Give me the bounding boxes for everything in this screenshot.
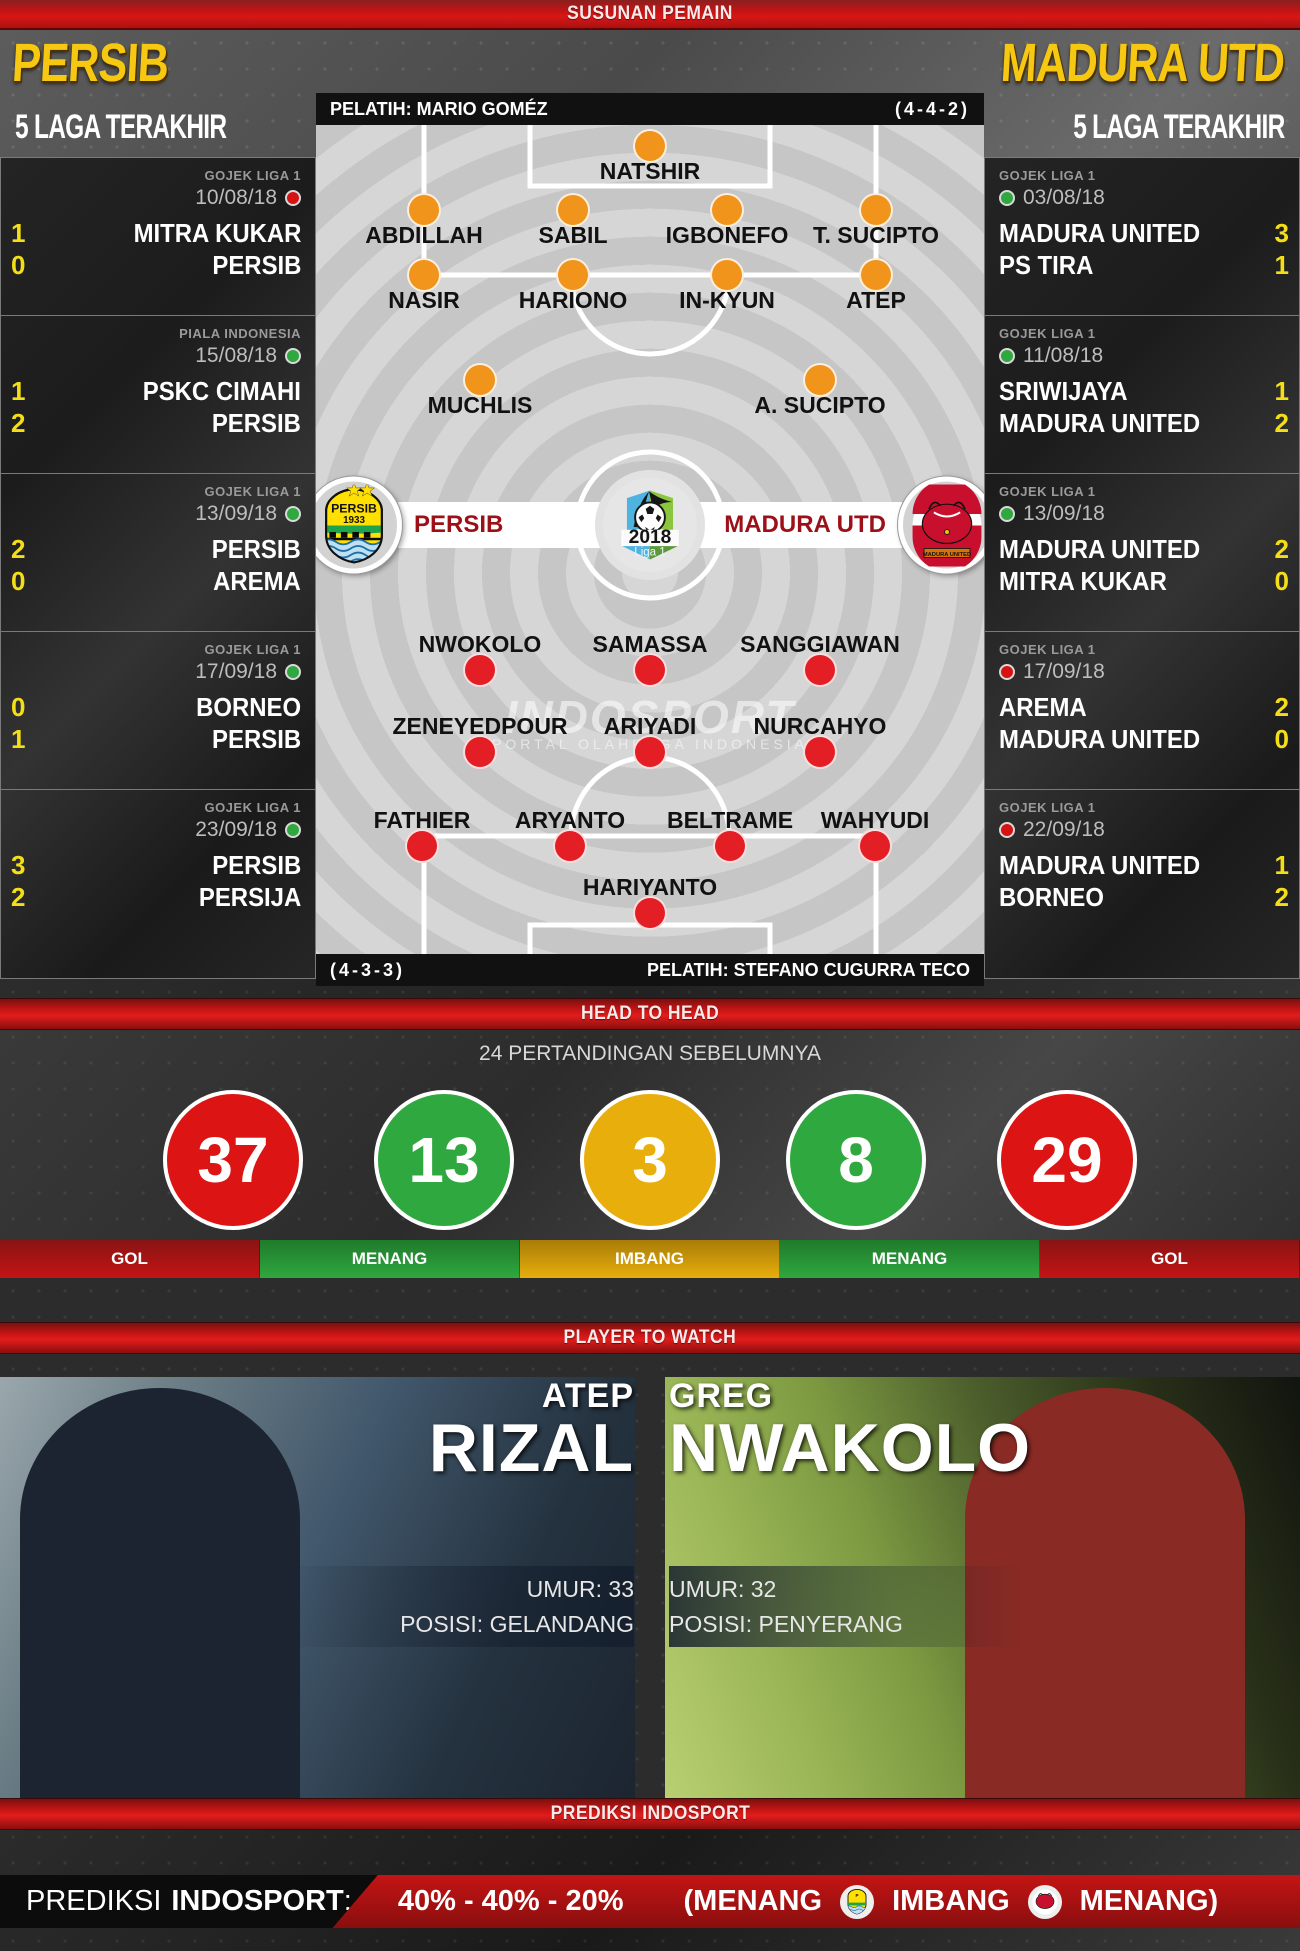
svg-text:MADURA UNITED: MADURA UNITED: [922, 551, 970, 557]
svg-text:1933: 1933: [343, 515, 365, 526]
svg-text:2018: 2018: [629, 527, 672, 548]
svg-text:PERSIB: PERSIB: [331, 501, 377, 515]
svg-text:Liga 1: Liga 1: [634, 547, 665, 559]
svg-text:P: P: [856, 1893, 859, 1898]
